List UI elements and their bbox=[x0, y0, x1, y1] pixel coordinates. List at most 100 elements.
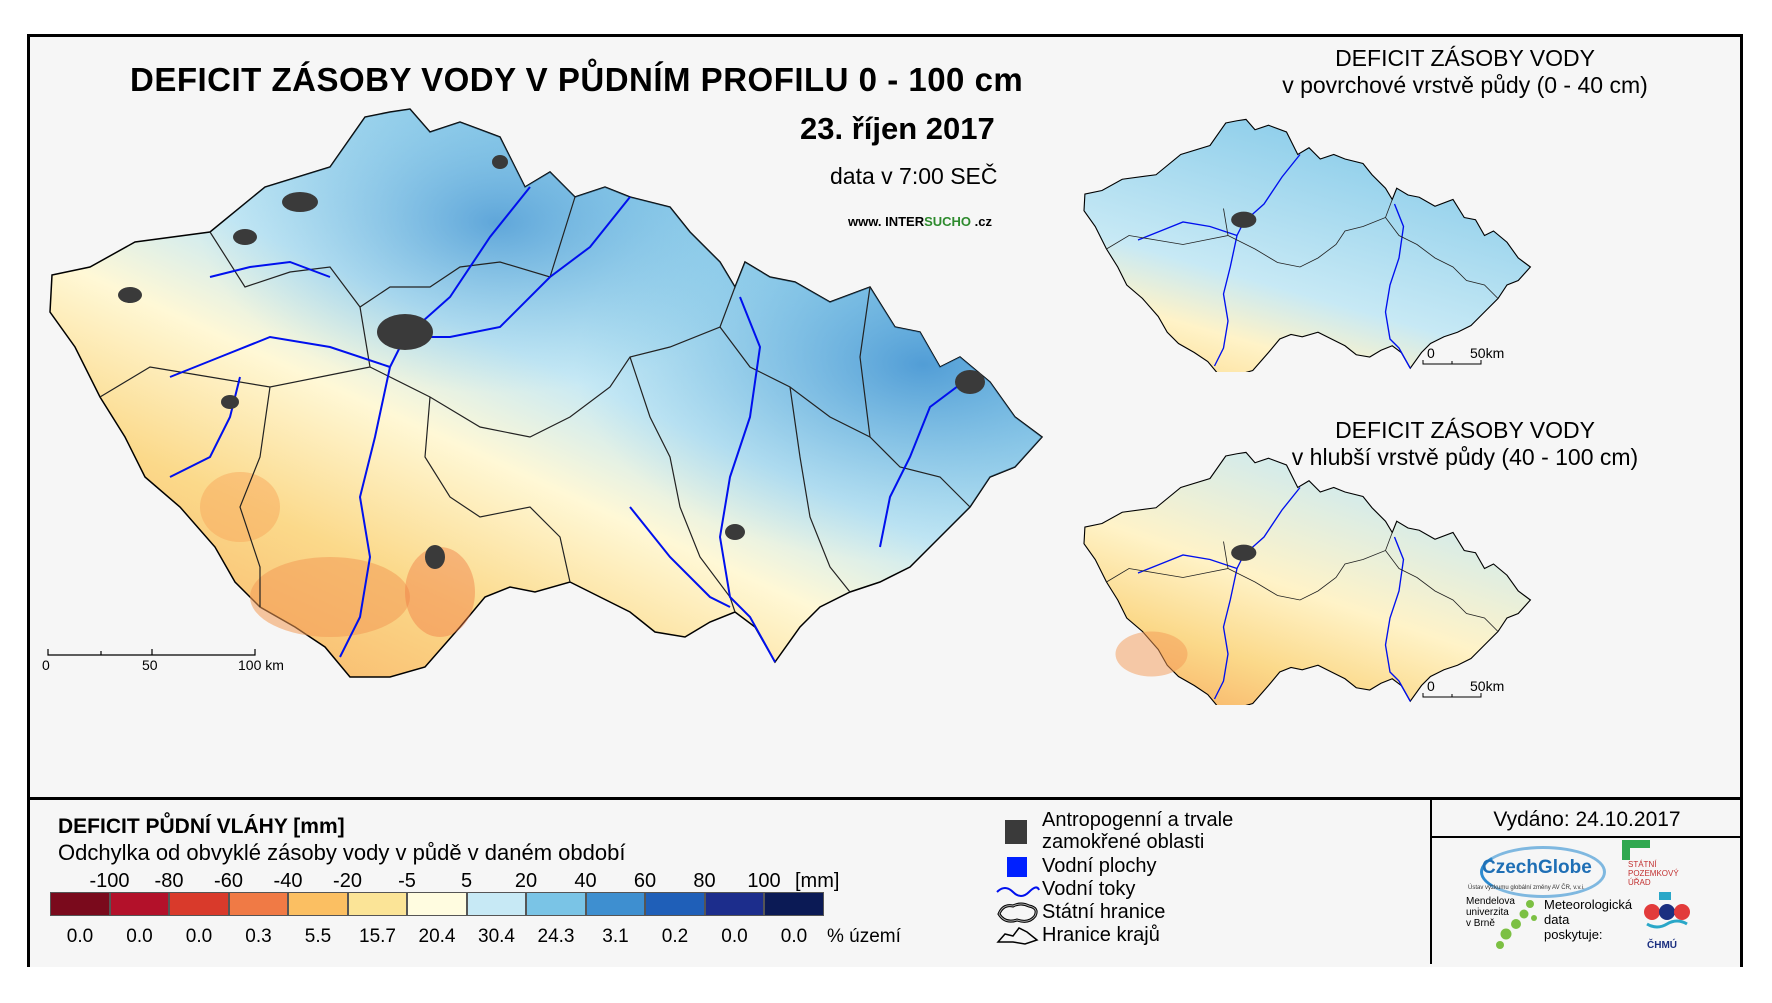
percent-unit: % území bbox=[827, 926, 901, 947]
legend-percent: 30.4 bbox=[478, 926, 515, 947]
legend-percent: 0.3 bbox=[245, 926, 272, 947]
legend-unit: [mm] bbox=[795, 870, 840, 892]
legend-break-label: 40 bbox=[574, 870, 597, 892]
map-area: 0 50 100 km DEFICIT ZÁSOBY VODY V PŮDNÍM… bbox=[30, 37, 1740, 797]
legend-break-label: 20 bbox=[514, 870, 538, 892]
legend-swatch bbox=[466, 892, 526, 916]
inset-top-scale-0: 0 bbox=[1427, 345, 1435, 361]
anthropogenic-label-1: Antropogenní a trvale bbox=[1042, 809, 1234, 831]
legend-break-label: 5 bbox=[460, 870, 473, 892]
mendelu-text: Mendelova univerzita v Brně bbox=[1466, 896, 1515, 929]
water-body-swatch bbox=[1007, 857, 1027, 877]
region-borders bbox=[99, 196, 971, 613]
legend-break-label: -40 bbox=[273, 870, 303, 892]
legend-break-label: -60 bbox=[214, 870, 243, 892]
legend-break-label: -5 bbox=[398, 870, 416, 892]
legend-break-label: 100 bbox=[747, 870, 781, 892]
legend-swatch bbox=[50, 892, 110, 916]
legend-percent: 0.0 bbox=[780, 926, 808, 947]
inset-top-title-line2: v povrchové vrstvě půdy (0 - 40 cm) bbox=[1282, 72, 1648, 98]
chmu-logo-icon bbox=[1644, 892, 1690, 929]
mendelu-line2: univerzita bbox=[1466, 907, 1509, 918]
inset-top-title: DEFICIT ZÁSOBY VODY v povrchové vrstvě p… bbox=[1245, 45, 1685, 99]
legend-swatch bbox=[526, 892, 586, 916]
czechglobe-logo bbox=[1480, 846, 1606, 898]
spu-logo-icon bbox=[1622, 840, 1650, 860]
legend-swatch bbox=[585, 892, 645, 916]
legend-percent: 0.2 bbox=[661, 926, 689, 947]
met-data-line3: poskytuje: bbox=[1544, 927, 1603, 942]
inset-bottom-map bbox=[1083, 451, 1532, 705]
legend-swatch bbox=[407, 892, 467, 916]
main-scale-50: 50 bbox=[142, 657, 158, 673]
legend-break-label: 80 bbox=[693, 870, 716, 892]
anthropogenic-label-2: zamokřené oblasti bbox=[1042, 831, 1205, 853]
legend-title: DEFICIT PŮDNÍ VLÁHY [mm] bbox=[58, 815, 345, 838]
legend-percent: 15.7 bbox=[359, 926, 396, 947]
map-frame: 0 50 100 km DEFICIT ZÁSOBY VODY V PŮDNÍM… bbox=[27, 34, 1743, 967]
legend-break-label: -20 bbox=[333, 870, 362, 892]
dry-zone bbox=[405, 547, 475, 637]
anthropogenic-areas bbox=[118, 155, 985, 569]
legend-swatch bbox=[228, 892, 288, 916]
legend-swatch bbox=[169, 892, 229, 916]
czechglobe-subtext: Ústav výzkumu globální změny AV ČR, v.v.… bbox=[1468, 885, 1585, 891]
issued-date: Vydáno: 24.10.2017 bbox=[1432, 804, 1742, 838]
state-border-symbol bbox=[997, 902, 1038, 923]
legend-swatch bbox=[704, 892, 764, 916]
main-map-title: DEFICIT ZÁSOBY VODY V PŮDNÍM PROFILU 0 -… bbox=[130, 61, 1024, 98]
legend-subtitle: Odchylka od obvyklé zásoby vody v půdě v… bbox=[58, 840, 626, 865]
legend-percent: 0.0 bbox=[721, 926, 748, 947]
website-suffix: .cz bbox=[971, 214, 992, 229]
legend-break-label: 60 bbox=[633, 870, 657, 892]
river-label: Vodní toky bbox=[1042, 878, 1136, 900]
legend-percent: 0.0 bbox=[126, 926, 153, 947]
legend-break-label: -100 bbox=[89, 870, 130, 892]
main-map-data-time: data v 7:00 SEČ bbox=[830, 163, 998, 189]
legend-percent: 20.4 bbox=[418, 926, 456, 947]
legend-swatch bbox=[109, 892, 169, 916]
czechglobe-text: CzechGlobe bbox=[1482, 857, 1592, 878]
spu-logo-text: STÁTNÍ POZEMKOVÝ ÚŘAD bbox=[1628, 860, 1679, 887]
website-highlight: SUCHO bbox=[924, 214, 972, 229]
legend-swatch bbox=[645, 892, 705, 916]
inset-bottom-scale-50: 50km bbox=[1470, 678, 1505, 694]
website-link[interactable]: www. INTERSUCHO .cz bbox=[848, 214, 992, 229]
inset-bottom-title-line1: DEFICIT ZÁSOBY VODY bbox=[1335, 417, 1595, 443]
spu-line2: POZEMKOVÝ bbox=[1628, 869, 1679, 878]
spu-line1: STÁTNÍ bbox=[1628, 860, 1657, 869]
met-data-line1: Meteorologická bbox=[1544, 897, 1633, 912]
legend-swatch bbox=[764, 892, 824, 916]
met-data-text: Meteorologická data poskytuje: bbox=[1544, 897, 1632, 942]
region-border-symbol bbox=[996, 927, 1039, 945]
inset-top-title-line1: DEFICIT ZÁSOBY VODY bbox=[1335, 45, 1595, 71]
main-map-date: 23. říjen 2017 bbox=[800, 111, 995, 146]
inset-top-scale-50: 50km bbox=[1470, 345, 1505, 361]
mendelu-line1: Mendelova bbox=[1466, 896, 1515, 907]
main-scale-0: 0 bbox=[42, 657, 50, 673]
main-map bbox=[47, 108, 1044, 678]
legend-panel: DEFICIT PŮDNÍ VLÁHY [mm] Odchylka od obv… bbox=[30, 797, 1742, 967]
inset-bottom-title-line2: v hlubší vrstvě půdy (40 - 100 cm) bbox=[1291, 444, 1639, 470]
anthropogenic-swatch bbox=[1005, 820, 1027, 844]
dry-zone bbox=[250, 557, 410, 637]
inset-top-map bbox=[1083, 118, 1532, 372]
inset-bottom-title: DEFICIT ZÁSOBY VODY v hlubší vrstvě půdy… bbox=[1245, 417, 1685, 471]
main-scale-100: 100 km bbox=[238, 657, 284, 673]
met-data-line2: data bbox=[1544, 912, 1570, 927]
legend-percent: 0.0 bbox=[66, 926, 94, 947]
legend-percent: 5.5 bbox=[304, 926, 332, 947]
inset-bottom-scale-0: 0 bbox=[1427, 678, 1435, 694]
mendelu-line3: v Brně bbox=[1466, 918, 1495, 929]
river-symbol bbox=[996, 886, 1040, 897]
chmu-text: ČHMÚ bbox=[1647, 940, 1677, 951]
water-body-label: Vodní plochy bbox=[1042, 855, 1157, 877]
legend-percent: 0.0 bbox=[185, 926, 213, 947]
legend-break-label: -80 bbox=[154, 870, 184, 892]
main-scale-bar bbox=[47, 649, 256, 656]
rivers bbox=[169, 186, 971, 663]
spu-line3: ÚŘAD bbox=[1628, 878, 1651, 887]
legend-percent: 3.1 bbox=[602, 926, 629, 947]
region-border-label: Hranice krajů bbox=[1042, 924, 1160, 946]
state-border-label: Státní hranice bbox=[1042, 901, 1166, 923]
